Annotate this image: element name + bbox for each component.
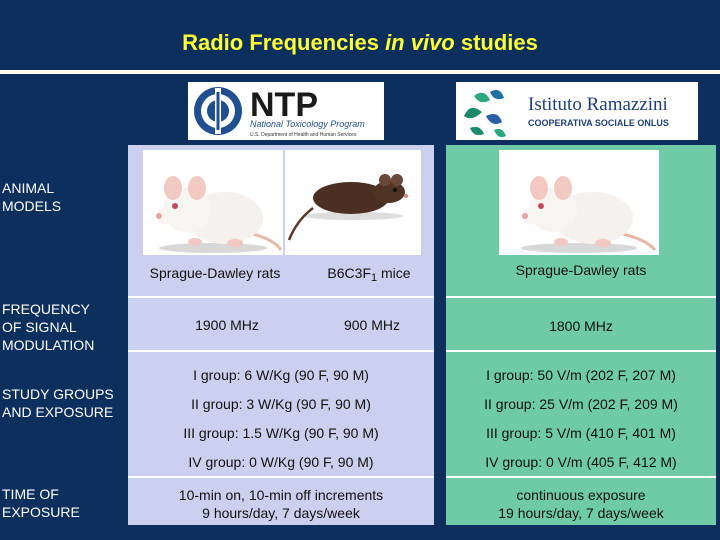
ramazzini-group-3: III group: 5 V/m (410 F, 401 M)	[486, 425, 676, 441]
ntp-acronym: NTP	[250, 86, 318, 124]
ramazzini-leaf-icon: Istituto Ramazzini COOPERATIVA SOCIALE O…	[464, 90, 669, 138]
ramazzini-logo: Istituto Ramazzini COOPERATIVA SOCIALE O…	[456, 82, 698, 140]
ntp-logo: NTP National Toxicology Program U.S. Dep…	[188, 82, 384, 140]
row-separator	[128, 476, 434, 478]
ramazzini-rat-model-label: Sprague-Dawley rats	[515, 262, 647, 278]
slide-title: Radio Frequencies in vivo studies	[0, 30, 720, 56]
title-suffix: studies	[454, 30, 538, 55]
ramazzini-group-1: I group: 50 V/m (202 F, 207 M)	[486, 367, 676, 383]
row-label-animal-models: ANIMAL MODELS	[2, 180, 62, 214]
ramazzini-exposure-time: continuous exposure 19 hours/day, 7 days…	[498, 487, 664, 521]
row-separator	[128, 296, 434, 298]
ntp-emblem-icon: NTP National Toxicology Program U.S. Dep…	[194, 86, 365, 138]
ntp-dept: U.S. Department of Health and Human Serv…	[250, 132, 357, 138]
sprague-dawley-rat-photo-ramazzini	[499, 150, 659, 255]
ramazzini-group-2: II group: 25 V/m (202 F, 209 M)	[484, 396, 678, 412]
ramazzini-sub: COOPERATIVA SOCIALE ONLUS	[528, 118, 669, 128]
ntp-group-3: III group: 1.5 W/Kg (90 F, 90 M)	[183, 425, 379, 441]
row-separator	[446, 476, 716, 478]
ramazzini-group-4: IV group: 0 V/m (405 F, 412 M)	[485, 454, 677, 470]
title-prefix: Radio Frequencies	[182, 30, 386, 55]
row-label-frequency: FREQUENCY OF SIGNAL MODULATION	[2, 301, 95, 353]
row-label-study-groups: STUDY GROUPS AND EXPOSURE	[2, 386, 114, 420]
ntp-mouse-frequency: 900 MHz	[343, 317, 401, 333]
ntp-exposure-time: 10-min on, 10-min off increments 9 hours…	[178, 487, 384, 521]
ramazzini-name: Istituto Ramazzini	[528, 94, 668, 115]
ntp-group-4: IV group: 0 W/Kg (90 F, 90 M)	[188, 454, 374, 470]
row-separator	[128, 350, 434, 352]
ntp-group-1: I group: 6 W/Kg (90 F, 90 M)	[193, 367, 369, 383]
b6c3f1-mouse-photo	[285, 150, 421, 255]
row-separator	[446, 296, 716, 298]
ramazzini-frequency: 1800 MHz	[549, 318, 613, 334]
ntp-group-2: II group: 3 W/Kg (90 F, 90 M)	[191, 396, 371, 412]
ntp-name: National Toxicology Program	[250, 119, 365, 129]
row-separator	[446, 350, 716, 352]
ntp-rat-model-label: Sprague-Dawley rats	[149, 265, 281, 281]
ntp-rat-frequency: 1900 MHz	[195, 317, 259, 333]
ntp-mouse-model-label: B6C3F1 mice	[327, 265, 411, 284]
title-italic: in vivo	[385, 30, 455, 55]
title-divider	[0, 70, 720, 74]
row-label-time-of-exposure: TIME OF EXPOSURE	[2, 486, 80, 520]
sprague-dawley-rat-photo	[143, 150, 283, 255]
